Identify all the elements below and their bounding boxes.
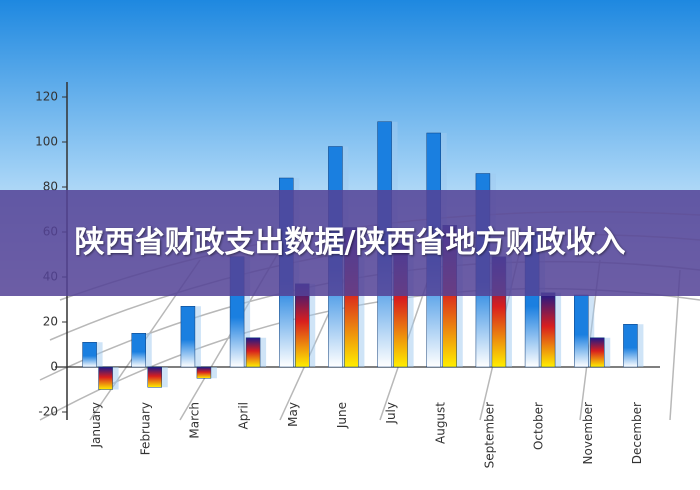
x-tick-label: December — [630, 402, 644, 464]
x-tick-label: April — [237, 402, 251, 429]
y-tick-label: -20 — [38, 405, 58, 419]
y-tick-label: 100 — [35, 135, 58, 149]
bar — [131, 333, 146, 368]
bar — [82, 342, 97, 368]
bar — [245, 337, 261, 368]
y-tick-label: 120 — [35, 90, 58, 104]
bar — [180, 306, 196, 368]
y-tick-label: 20 — [43, 315, 58, 329]
x-tick-label: September — [482, 402, 496, 468]
bar — [295, 283, 310, 368]
title-band: 陕西省财政支出数据/陕西省地方财政收入 — [0, 190, 700, 296]
x-tick-label: February — [138, 402, 152, 455]
chart-title: 陕西省财政支出数据/陕西省地方财政收入 — [74, 225, 626, 260]
bar — [623, 324, 638, 368]
x-tick-label: August — [433, 402, 447, 444]
bar — [196, 366, 212, 379]
bar — [147, 366, 162, 388]
x-tick-label: November — [581, 402, 595, 464]
x-tick-label: October — [532, 402, 546, 450]
x-tick-label: May — [286, 402, 300, 427]
bar — [574, 294, 589, 368]
y-tick-label: 0 — [50, 360, 58, 374]
bar — [590, 337, 605, 368]
x-tick-label: January — [89, 402, 103, 449]
x-tick-label: June — [335, 402, 349, 429]
x-tick-label: July — [384, 402, 398, 425]
bar — [98, 366, 113, 390]
bar — [540, 292, 556, 368]
x-tick-label: March — [187, 402, 201, 439]
